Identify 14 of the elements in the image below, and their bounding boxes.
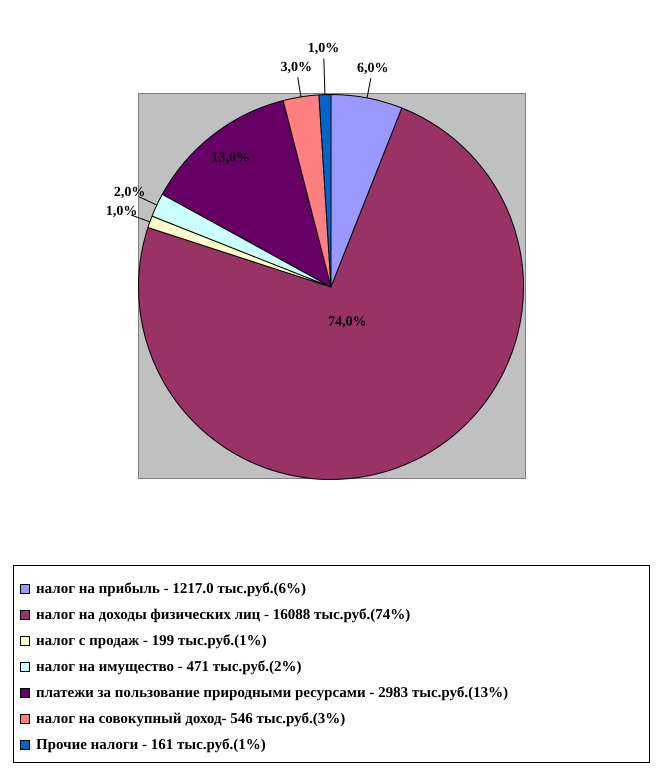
data-label: 13,0% [211,150,250,166]
legend-label: налог на доходы физических лиц - 16088 тыс.руб.(74%) [36,606,410,624]
legend-label: Прочие налоги - 161 тыс.руб.(1%) [36,736,266,754]
legend-label: платежи за пользование природными ресурсами - 2983 тыс.руб.(13%) [36,684,508,702]
legend-label: налог с продаж - 199 тыс.руб.(1%) [36,632,267,650]
data-label: 1,0% [308,41,340,56]
data-label: 1,0% [106,204,138,220]
data-label: 3,0% [280,60,312,75]
data-label: 2,0% [114,184,146,200]
data-label: 6,0% [356,61,388,76]
legend-label: налог на прибыль - 1217.0 тыс.руб.(6%) [36,580,306,598]
legend-label: налог на имущество - 471 тыс.руб.(2%) [36,658,302,676]
legend-label: налог на совокупный доход- 546 тыс.руб.(3%) [36,710,346,728]
data-label: 74,0% [328,314,367,330]
